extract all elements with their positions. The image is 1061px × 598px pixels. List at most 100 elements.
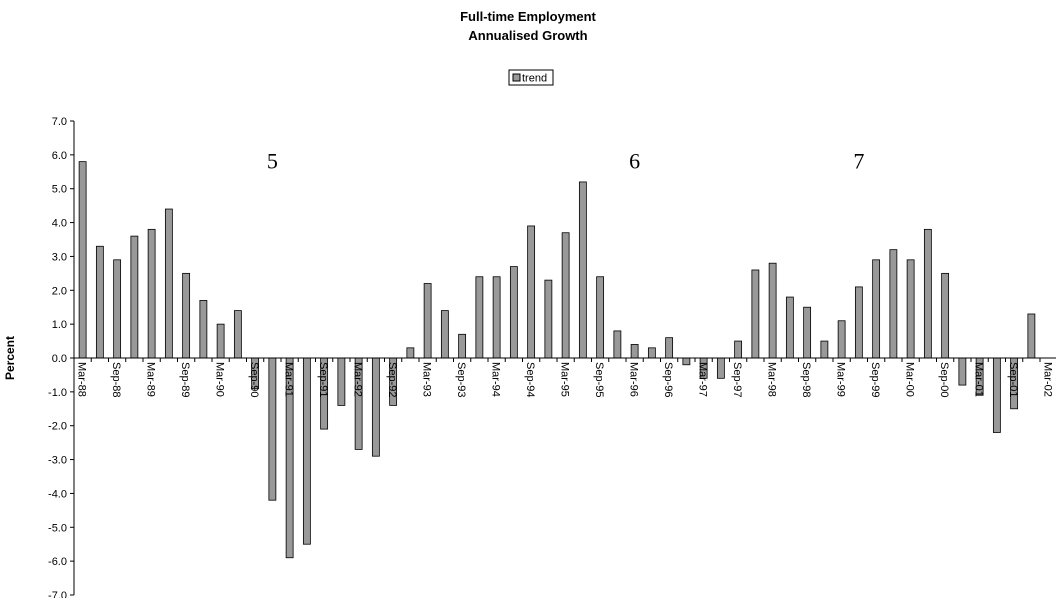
bar-dec-91 [337, 357, 346, 406]
bar-sep-94 [527, 225, 536, 359]
x-tick-label: Sep-00 [938, 362, 950, 397]
y-tick-label: 7.0 [52, 116, 67, 128]
bar-dec-97 [751, 269, 760, 359]
x-tick-label: Mar-95 [559, 362, 571, 397]
legend-swatch [512, 73, 521, 82]
bar-sep-96 [665, 337, 674, 359]
axes [73, 121, 1056, 595]
x-tick-label: Mar-94 [490, 362, 502, 397]
bar-dec-95 [613, 330, 622, 359]
x-tick-label: Mar-91 [283, 362, 295, 397]
x-tick-label: Mar-90 [214, 362, 226, 397]
bar-jun-94 [509, 266, 518, 359]
bar-sep-98 [803, 306, 812, 359]
bar-dec-93 [475, 276, 484, 359]
annotation-label: 6 [629, 148, 640, 173]
bar-mar-89 [147, 228, 156, 359]
x-tick-label: Sep-98 [800, 362, 812, 397]
x-tick-label: Mar-99 [835, 362, 847, 397]
bar-mar-95 [561, 232, 570, 359]
legend-label-trend: trend [522, 73, 547, 85]
bar-dec-88 [130, 235, 139, 359]
y-tick-label: -5.0 [48, 522, 67, 534]
x-tick-label: Mar-88 [76, 362, 88, 397]
x-tick-label: Mar-97 [697, 362, 709, 397]
bar-mar-93 [423, 283, 432, 359]
bar-sep-89 [182, 272, 191, 359]
bar-jun-95 [578, 181, 587, 359]
bar-mar-96 [630, 344, 639, 359]
y-tick-label: -6.0 [48, 556, 67, 568]
y-tick-label: -3.0 [48, 455, 67, 467]
bar-sep-00 [941, 272, 950, 359]
x-tick-label: Sep-93 [455, 362, 467, 397]
y-tick-label: 4.0 [52, 218, 67, 230]
bar-jun-96 [647, 347, 656, 359]
bar-dec-01 [1027, 313, 1036, 359]
x-tick-label: Mar-89 [145, 362, 157, 397]
y-tick-label: -7.0 [48, 590, 67, 598]
x-tick-label: Mar-01 [973, 362, 985, 397]
bar-jun-92 [371, 357, 380, 457]
y-tick-label: 6.0 [52, 150, 67, 162]
bar-mar-94 [492, 276, 501, 359]
x-tick-label: Sep-92 [386, 362, 398, 397]
x-tick-label: Mar-98 [766, 362, 778, 397]
y-tick-label: 2.0 [52, 285, 67, 297]
x-tick-label: Mar-00 [904, 362, 916, 397]
bar-dec-90 [268, 357, 277, 501]
x-tick-label: Sep-96 [662, 362, 674, 397]
bar-dec-92 [406, 347, 415, 359]
bar-mar-99 [837, 320, 846, 359]
bar-mar-98 [768, 262, 777, 359]
bar-sep-93 [458, 333, 467, 359]
bar-jun-89 [164, 208, 173, 359]
bar-sep-97 [734, 340, 743, 359]
bar-jun-93 [440, 310, 449, 359]
bar-jun-90 [233, 310, 242, 359]
annotations: 5 6 7 [267, 148, 865, 173]
chart-title: Full-time Employment [460, 9, 596, 24]
bar-jun-97 [716, 357, 725, 379]
x-tick-label: Sep-94 [524, 362, 536, 397]
bar-jun-98 [785, 296, 794, 359]
x-tick-label: Sep-88 [110, 362, 122, 397]
chart-subtitle: Annualised Growth [468, 28, 587, 43]
bar-dec-96 [682, 357, 691, 366]
y-tick-label: 3.0 [52, 251, 67, 263]
annotation-label: 5 [267, 148, 278, 173]
y-tick-label: -1.0 [48, 387, 67, 399]
bar-dec-89 [199, 300, 208, 359]
bar-dec-99 [889, 249, 898, 359]
bar-mar-00 [906, 259, 915, 359]
bar-jun-91 [302, 357, 311, 545]
bar-jun-99 [854, 286, 863, 359]
x-tick-label: Mar-92 [352, 362, 364, 397]
bar-dec-00 [958, 357, 967, 386]
bar-dec-98 [820, 340, 829, 359]
bar-dec-94 [544, 279, 553, 359]
x-tick-label: Mar-93 [421, 362, 433, 397]
y-tick-label: 5.0 [52, 184, 67, 196]
bar-jun-01 [992, 357, 1001, 433]
bar-jun-00 [923, 228, 932, 359]
x-tick-label: Sep-95 [593, 362, 605, 397]
x-tick-label: Sep-97 [731, 362, 743, 397]
x-tick-label: Sep-91 [317, 362, 329, 397]
bar-jun-88 [95, 245, 104, 359]
y-tick-label: 1.0 [52, 319, 67, 331]
bar-mar-90 [216, 323, 225, 359]
x-tick-label: Sep-01 [1007, 362, 1019, 397]
x-ticks: Mar-88 Sep-88 Mar-89 Sep-89 Mar-90 Sep-90 Mar-… [76, 362, 1054, 397]
y-tick-label: -4.0 [48, 488, 67, 500]
bar-mar-88 [78, 161, 87, 359]
x-tick-label: Sep-99 [869, 362, 881, 397]
annotation-label: 7 [853, 148, 864, 173]
x-tick-label: Mar-96 [628, 362, 640, 397]
bar-sep-95 [596, 276, 605, 359]
y-axis-label: Percent [3, 336, 17, 380]
y-ticks: 7.0 6.0 5.0 4.0 3.0 2.0 1.0 0.0 -1.0 -2.0 -3.0 -4.0… [48, 116, 74, 598]
y-tick-label: -2.0 [48, 421, 67, 433]
bar-sep-99 [872, 259, 881, 359]
